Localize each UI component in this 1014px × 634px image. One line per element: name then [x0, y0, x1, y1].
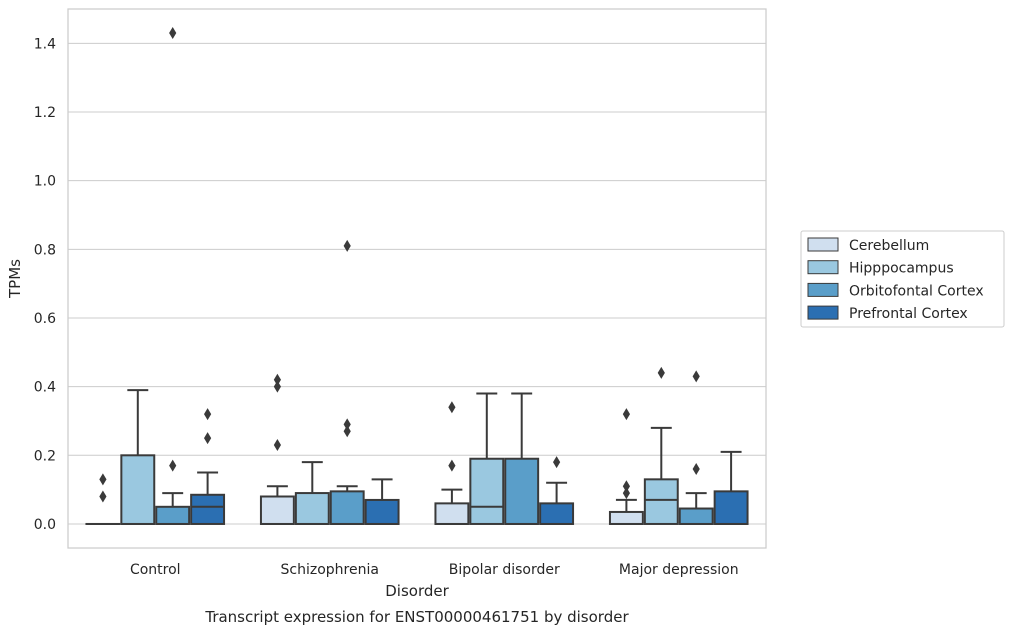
- box-rect: [469, 457, 505, 525]
- outlier-marker: [273, 373, 281, 386]
- box-group: [155, 27, 191, 525]
- legend: Cerebellum Hipppocampus Orbitofontal Corte…: [800, 230, 1005, 328]
- outlier-marker: [204, 432, 212, 445]
- box-rect: [329, 490, 365, 525]
- box-group: [364, 478, 400, 525]
- box-group: [259, 373, 295, 525]
- outlier-marker: [622, 408, 630, 421]
- outlier-marker: [343, 425, 351, 438]
- y-tick-label: 0.0: [34, 517, 56, 533]
- outlier-marker: [553, 456, 561, 469]
- outlier-marker: [169, 459, 177, 472]
- outlier-marker: [273, 380, 281, 393]
- y-tick-label: 1.4: [34, 36, 56, 52]
- box-group: [469, 392, 505, 525]
- box-group: [678, 370, 714, 525]
- box-rect: [678, 507, 714, 525]
- outlier-marker: [657, 366, 665, 379]
- outlier-marker: [622, 487, 630, 500]
- outlier-marker: [204, 408, 212, 421]
- x-axis-ticks: Control Schizophrenia Bipolar disorder Majo…: [130, 562, 739, 578]
- box-rect: [155, 505, 191, 525]
- box-group: [120, 389, 156, 525]
- outlier-marker: [343, 418, 351, 431]
- x-axis-label: Disorder: [385, 582, 449, 600]
- outlier-marker: [343, 239, 351, 252]
- box-rect: [294, 492, 330, 525]
- outlier-marker: [99, 490, 107, 503]
- outlier-marker: [622, 480, 630, 493]
- box-rect: [434, 502, 470, 525]
- outlier-marker: [692, 370, 700, 383]
- box-group: [643, 366, 679, 525]
- outlier-marker: [448, 401, 456, 414]
- box-rect: [608, 510, 644, 525]
- legend-swatch: [807, 282, 839, 297]
- legend-swatch: [807, 237, 839, 252]
- box-rect: [259, 495, 295, 525]
- y-tick-label: 1.2: [34, 105, 56, 121]
- outlier-marker: [448, 459, 456, 472]
- chart-caption: Transcript expression for ENST0000046175…: [204, 608, 629, 626]
- x-tick-label: Bipolar disorder: [449, 562, 560, 578]
- box-rect: [364, 498, 400, 525]
- x-tick-label: Schizophrenia: [281, 562, 379, 578]
- outlier-marker: [169, 27, 177, 40]
- legend-swatch: [807, 305, 839, 320]
- box-rect: [190, 493, 226, 525]
- gridlines: [68, 42, 766, 525]
- y-tick-label: 0.2: [34, 448, 56, 464]
- y-tick-label: 0.4: [34, 380, 56, 396]
- box-rect: [120, 454, 156, 525]
- legend-label: Prefrontal Cortex: [849, 306, 968, 322]
- y-tick-label: 1.0: [34, 174, 56, 190]
- y-axis-label: TPMs: [6, 259, 24, 299]
- box-group: [713, 450, 749, 525]
- y-axis-ticks: 0.0 0.2 0.4 0.6 0.8 1.0 1.2 1.4: [34, 36, 56, 533]
- box-rect: [539, 502, 575, 525]
- box-plots: [85, 27, 749, 525]
- outlier-marker: [273, 439, 281, 452]
- box-rect: [713, 490, 749, 525]
- box-group: [504, 392, 540, 525]
- box-group: [608, 408, 644, 525]
- legend-swatch: [807, 260, 839, 275]
- outlier-marker: [692, 463, 700, 476]
- legend-frame: [800, 230, 1005, 328]
- legend-label: Hipppocampus: [849, 261, 954, 277]
- y-tick-label: 0.6: [34, 311, 56, 327]
- box-group: [190, 408, 226, 525]
- x-tick-label: Major depression: [619, 562, 739, 578]
- box-group: [294, 461, 330, 525]
- plot-frame: [67, 8, 767, 549]
- legend-label: Cerebellum: [849, 238, 929, 254]
- box-group: [539, 456, 575, 525]
- y-tick-label: 0.8: [34, 242, 56, 258]
- legend-label: Orbitofontal Cortex: [849, 283, 984, 299]
- x-tick-label: Control: [130, 562, 181, 578]
- box-group: [434, 401, 470, 525]
- box-rect: [504, 457, 540, 525]
- box-group: [85, 473, 121, 525]
- outlier-marker: [99, 473, 107, 486]
- box-group: [329, 239, 365, 525]
- box-rect: [643, 478, 679, 525]
